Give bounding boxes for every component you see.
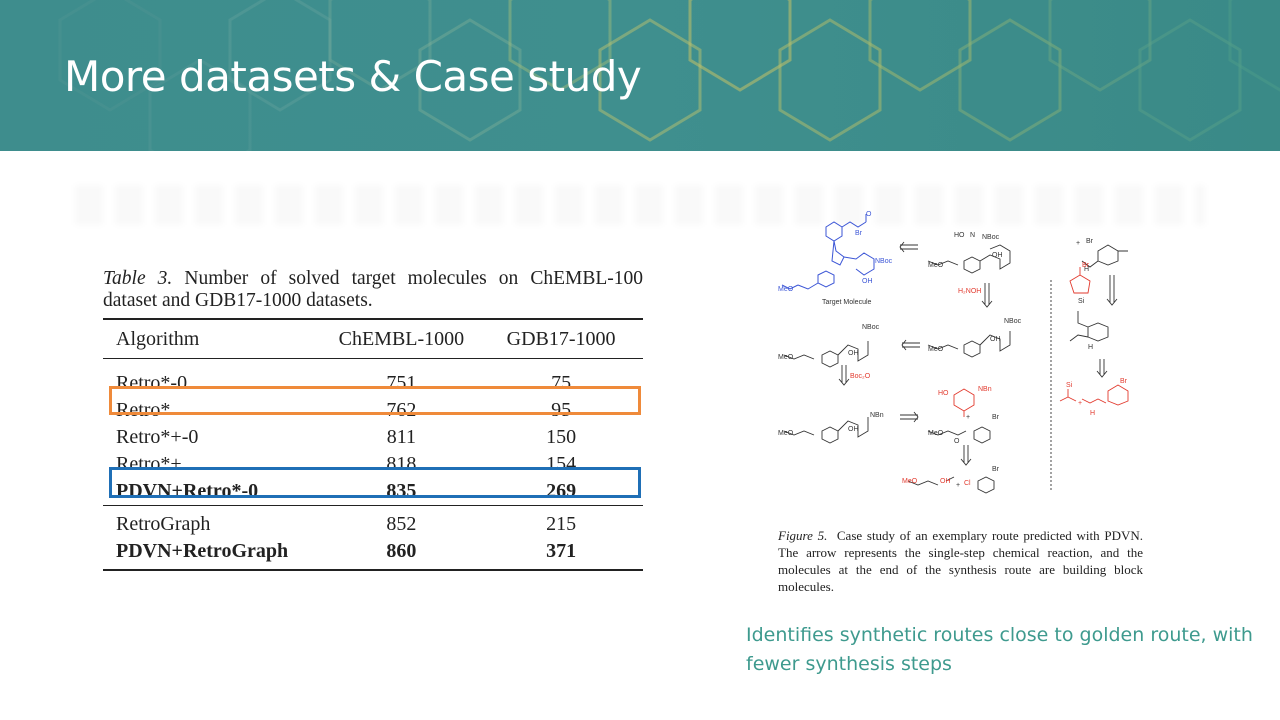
header-chembl: ChEMBL-1000 bbox=[323, 318, 480, 359]
label-ho-1: HO bbox=[954, 232, 965, 239]
cell-gdb17: 371 bbox=[479, 538, 643, 571]
header-gdb17: GDB17-1000 bbox=[479, 318, 643, 359]
label-nbn-1: NBn bbox=[870, 412, 884, 419]
header-algorithm: Algorithm bbox=[103, 318, 324, 359]
label-oh-target: OH bbox=[862, 278, 873, 285]
svg-text:O: O bbox=[866, 211, 872, 218]
cell-algorithm: Retro*+-0 bbox=[116, 425, 199, 448]
label-si: Si bbox=[1078, 298, 1085, 305]
figure-caption-text: Case study of an exemplary route predict… bbox=[778, 528, 1144, 594]
table-row: Retro*+-0 811 150 bbox=[103, 424, 643, 451]
label-nboc-target: NBoc bbox=[875, 258, 893, 265]
label-nboc-3: NBoc bbox=[862, 324, 880, 331]
slide-title: More datasets & Case study bbox=[64, 52, 642, 101]
results-table-section: Table 3. Number of solved target molecul… bbox=[103, 268, 643, 571]
table-caption-text: Number of solved target molecules on ChE… bbox=[103, 268, 643, 311]
svg-text:+: + bbox=[956, 482, 960, 489]
svg-text:+: + bbox=[966, 414, 970, 421]
target-molecule bbox=[781, 214, 875, 290]
synthesis-route-figure: O Br NBoc OH MeO Target Molecule bbox=[778, 211, 1129, 494]
label-meo-3: MeO bbox=[778, 354, 794, 361]
table-row: RetroGraph 852 215 bbox=[103, 505, 643, 538]
hexagon-pattern-decoration bbox=[58, 0, 1280, 151]
reaction-arrows bbox=[838, 241, 1118, 490]
pdvn-retro-star-highlight-box bbox=[109, 467, 641, 498]
cell-chembl: 852 bbox=[323, 505, 480, 538]
reagent-boc-anhydride: Boc₂O bbox=[850, 373, 871, 380]
label-meo-1: MeO bbox=[928, 262, 944, 269]
title-banner: More datasets & Case study bbox=[0, 0, 1280, 151]
svg-text:Br: Br bbox=[855, 230, 863, 237]
label-si-2: Si bbox=[1066, 382, 1073, 389]
label-oh-4: OH bbox=[848, 426, 859, 433]
svg-text:+: + bbox=[1078, 400, 1082, 407]
label-br-4: Br bbox=[1082, 262, 1090, 269]
figure-caption: Figure 5. Case study of an exemplary rou… bbox=[778, 527, 1143, 595]
label-nh-2: H bbox=[1088, 344, 1093, 351]
table-row: Retro* 762 95 bbox=[103, 397, 643, 424]
label-cl: Cl bbox=[964, 480, 971, 487]
label-n-1: N bbox=[970, 232, 975, 239]
table-caption-label: Table 3. bbox=[103, 268, 173, 289]
building-block-molecules bbox=[953, 267, 1129, 417]
label-ho-2: HO bbox=[938, 390, 949, 397]
cell-gdb17: 95 bbox=[551, 398, 572, 421]
label-meo-6: MeO bbox=[902, 478, 918, 485]
cell-algorithm: PDVN+RetroGraph bbox=[103, 538, 324, 571]
svg-text:+: + bbox=[1076, 240, 1080, 247]
label-br-1: Br bbox=[1086, 238, 1094, 245]
label-oh-5: OH bbox=[940, 478, 951, 485]
results-table: Algorithm ChEMBL-1000 GDB17-1000 Retro*-… bbox=[103, 318, 643, 571]
cell-chembl: 860 bbox=[323, 538, 480, 571]
table-row: PDVN+RetroGraph 860 371 bbox=[103, 538, 643, 571]
label-br-3: Br bbox=[992, 466, 1000, 473]
figure-caption-label: Figure 5. bbox=[778, 528, 828, 543]
faded-background-text-decoration bbox=[75, 185, 1205, 225]
label-nboc-2: NBoc bbox=[1004, 318, 1022, 325]
intermediate-molecules bbox=[783, 244, 1128, 494]
takeaway-note: Identifies synthetic routes close to gol… bbox=[746, 624, 1253, 675]
table-caption: Table 3. Number of solved target molecul… bbox=[103, 268, 643, 312]
label-br-5: Br bbox=[1120, 378, 1128, 385]
label-meo-target: MeO bbox=[778, 286, 794, 293]
label-oh-1: OH bbox=[992, 252, 1003, 259]
label-br-2: Br bbox=[992, 414, 1000, 421]
label-meo-4: MeO bbox=[778, 430, 794, 437]
cell-algorithm: Retro* bbox=[116, 398, 171, 421]
label-nboc-1: NBoc bbox=[982, 234, 1000, 241]
retro-star-highlight-box bbox=[109, 386, 641, 415]
label-meo-5: MeO bbox=[928, 430, 944, 437]
cell-chembl: 762 bbox=[386, 398, 417, 421]
reagent-hydroxylamine: H₂NOH bbox=[958, 288, 981, 295]
cell-chembl: 811 bbox=[386, 425, 417, 448]
cell-gdb17: 215 bbox=[479, 505, 643, 538]
cell-algorithm: RetroGraph bbox=[103, 505, 324, 538]
label-o-1: O bbox=[954, 438, 960, 445]
label-oh-2: OH bbox=[990, 336, 1001, 343]
label-oh-3: OH bbox=[848, 350, 859, 357]
cell-gdb17: 150 bbox=[546, 425, 577, 448]
label-nbn-2: NBn bbox=[978, 386, 992, 393]
table-header-row: Algorithm ChEMBL-1000 GDB17-1000 bbox=[103, 318, 643, 359]
label-nh-1: H bbox=[1084, 266, 1089, 273]
label-nh-3: H bbox=[1090, 410, 1095, 417]
label-meo-2: MeO bbox=[928, 346, 944, 353]
target-molecule-label: Target Molecule bbox=[822, 299, 872, 306]
